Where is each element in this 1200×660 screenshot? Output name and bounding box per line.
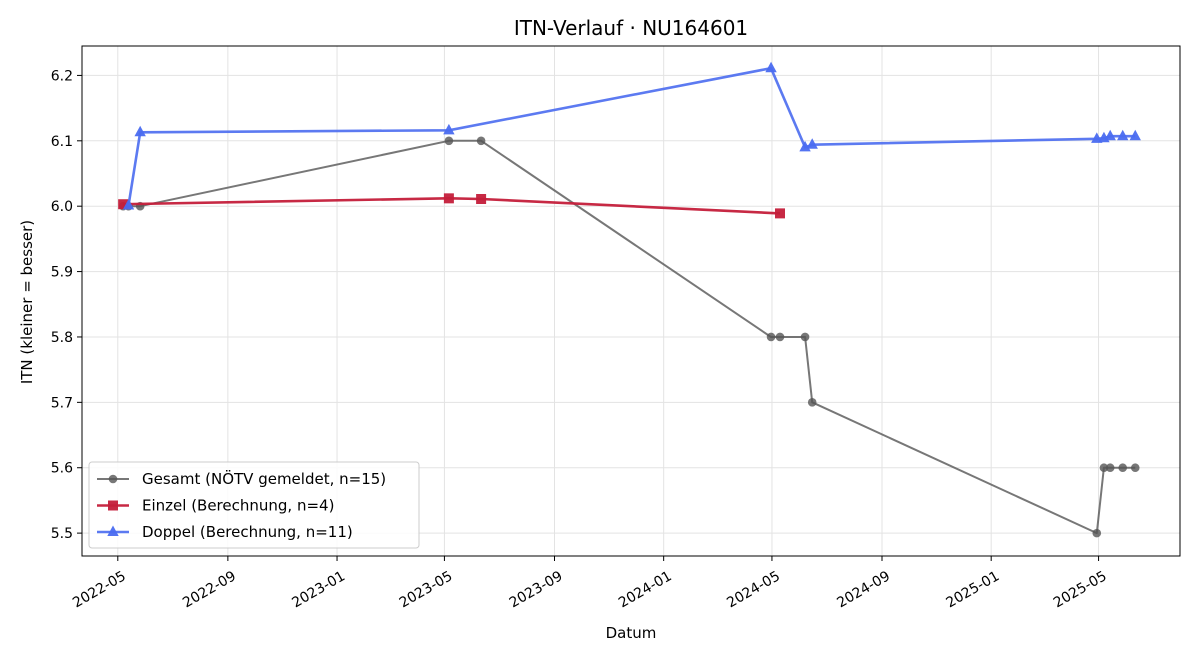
legend-box [88, 461, 420, 549]
data-point [806, 138, 818, 149]
data-point [476, 136, 486, 146]
y-tick-label: 6.2 [51, 68, 73, 84]
data-point [800, 332, 810, 342]
y-tick-label: 6.1 [51, 134, 73, 150]
legend-label: Einzel (Berechnung, n=4) [142, 497, 334, 515]
y-tick-label: 5.5 [51, 526, 73, 542]
data-point [765, 61, 777, 73]
data-point [1118, 463, 1128, 473]
y-tick-label: 5.7 [51, 395, 73, 411]
chart-title: ITN-Verlauf · NU164601 [514, 16, 748, 40]
x-tick-label: 2024-09 [834, 568, 893, 611]
legend-item: Einzel (Berechnung, n=4) [97, 497, 334, 515]
x-tick-label: 2025-01 [943, 568, 1002, 611]
x-axis-title: Datum [606, 624, 657, 642]
legend: Gesamt (NÖTV gemeldet, n=15) Einzel (Bere… [88, 461, 420, 549]
data-point [443, 123, 455, 135]
data-point [443, 193, 454, 204]
x-tick-label: 2023-01 [289, 568, 348, 611]
data-point [134, 125, 146, 137]
y-axis-title: ITN (kleiner = besser) [18, 220, 36, 384]
legend-item: Doppel (Berechnung, n=11) [97, 523, 353, 541]
y-tick-label: 5.6 [51, 461, 73, 477]
x-tick-label: 2022-05 [70, 568, 129, 611]
series-layer [118, 61, 1141, 538]
legend-marker [108, 474, 118, 484]
legend-marker [108, 500, 118, 511]
series-line [127, 66, 1136, 206]
data-point [775, 332, 785, 342]
y-tick-label: 6.0 [51, 199, 73, 215]
data-point [766, 332, 776, 342]
data-point [1099, 463, 1109, 473]
data-point [1092, 528, 1102, 538]
x-tick-label: 2023-05 [397, 568, 456, 611]
legend-marker [107, 525, 119, 536]
x-tick-label: 2025-05 [1051, 568, 1110, 611]
legend-label: Doppel (Berechnung, n=11) [142, 523, 353, 541]
y-tick-label: 5.9 [51, 265, 73, 281]
data-point [1130, 463, 1140, 473]
data-point [1105, 463, 1115, 473]
series-2 [122, 61, 1141, 210]
x-tick-label: 2024-01 [616, 568, 675, 611]
x-tick-label: 2024-05 [724, 568, 783, 611]
data-point [1104, 129, 1116, 141]
data-point [807, 398, 817, 407]
x-tick-label: 2023-09 [507, 568, 566, 611]
legend-label: Gesamt (NÖTV gemeldet, n=15) [142, 469, 386, 488]
data-point [476, 194, 487, 204]
plot-frame [81, 45, 1181, 557]
data-point [444, 136, 454, 146]
y-tick-label: 5.8 [51, 330, 73, 346]
data-point [774, 208, 785, 219]
x-tick-label: 2022-09 [180, 568, 239, 611]
data-point [118, 199, 129, 210]
data-point [1129, 129, 1141, 141]
series-line [123, 197, 781, 215]
data-point [1117, 129, 1129, 141]
data-point [122, 199, 135, 210]
legend-item: Gesamt (NÖTV gemeldet, n=15) [97, 469, 386, 488]
series-1 [118, 193, 785, 219]
